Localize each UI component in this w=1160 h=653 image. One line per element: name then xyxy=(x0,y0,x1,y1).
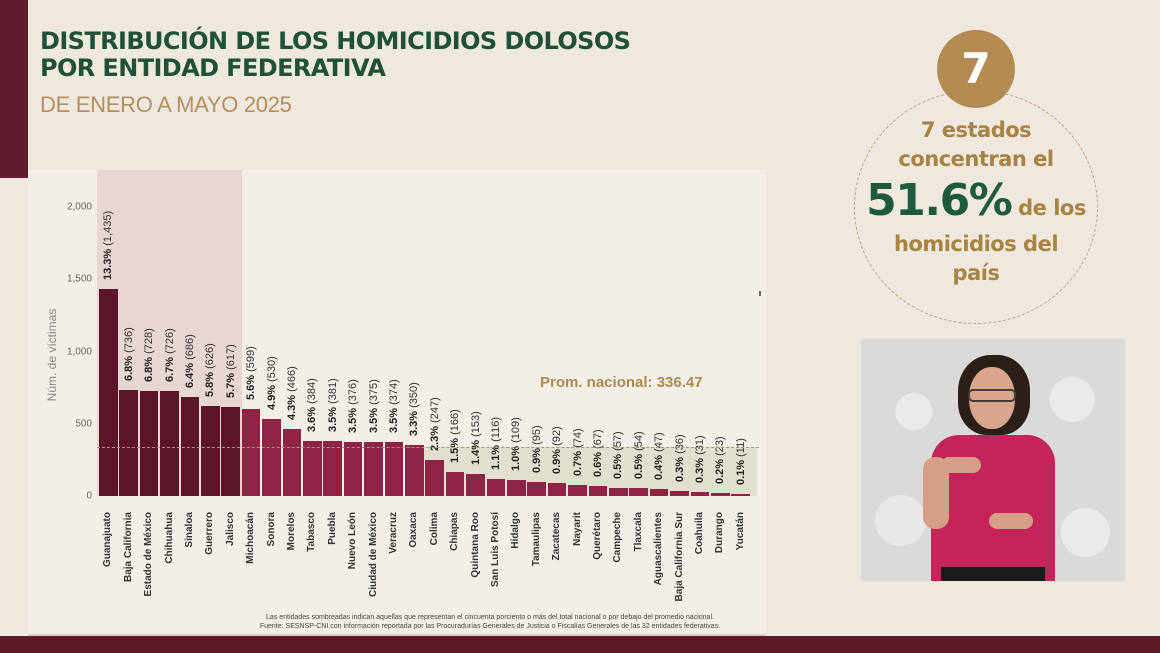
brand-accent-bar xyxy=(0,0,28,178)
title-line-2: POR ENTIDAD FEDERATIVA xyxy=(40,54,386,82)
callout-number-badge: 7 xyxy=(937,30,1015,108)
callout-line-2: concentran el xyxy=(898,147,1054,171)
footnote-shading: Las entidades sombreadas indican aquella… xyxy=(266,614,714,621)
chart-panel xyxy=(28,170,766,636)
chart-footnote: Las entidades sombreadas indican aquella… xyxy=(220,613,760,631)
footnote-source: Fuente: SESNSP-CNI con información repor… xyxy=(259,623,721,630)
page-title: DISTRIBUCIÓN DE LOS HOMICIDIOS DOLOSOS P… xyxy=(40,27,631,82)
interpreter-hand xyxy=(941,457,981,473)
callout-line-1: 7 estados xyxy=(920,118,1032,142)
callout-text: 7 estados concentran el 51.6% de los hom… xyxy=(860,116,1092,288)
interpreter-face xyxy=(969,367,1015,429)
callout-line-3-suffix: de los xyxy=(1018,196,1086,220)
interpreter-glasses xyxy=(968,389,1016,402)
title-line-1: DISTRIBUCIÓN DE LOS HOMICIDIOS DOLOSOS xyxy=(40,27,631,55)
interpreter-pants xyxy=(941,567,1045,581)
page-subtitle: DE ENERO A MAYO 2025 xyxy=(40,92,292,117)
callout-line-4: homicidios del xyxy=(893,232,1059,256)
callout-big-value: 51.6% xyxy=(866,175,1013,226)
sign-language-video xyxy=(860,338,1126,582)
interpreter-hand-2 xyxy=(989,513,1033,529)
footer-band xyxy=(0,636,1160,653)
callout-line-5: país xyxy=(952,261,1000,285)
